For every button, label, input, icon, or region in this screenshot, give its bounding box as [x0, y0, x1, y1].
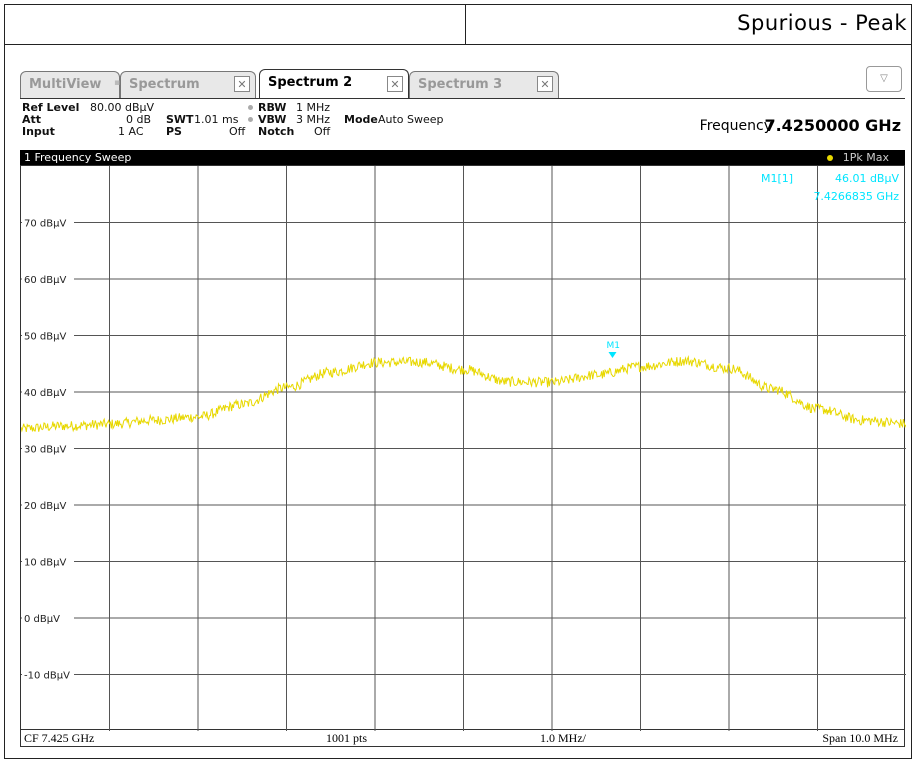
chevron-down-icon: ▽	[880, 73, 888, 84]
y-tick-label: 60 dBµV	[24, 275, 66, 286]
y-tick-label: 40 dBµV	[24, 388, 66, 399]
frequency-value: 7.4250000 GHz	[764, 116, 901, 135]
trace-color-icon	[827, 155, 833, 161]
plot-svg: 70 dBµV 60 dBµV 50 dBµV 40 dBµV 30 dBµV 20 dB…	[21, 166, 906, 731]
marker-readout-level: 46.01 dBµV	[835, 172, 900, 185]
rbw-value: 1 MHz	[296, 101, 331, 114]
page-title: Spurious - Peak	[737, 11, 907, 35]
ps-value: Off	[229, 125, 246, 138]
sweep-points: 1001 pts	[326, 731, 368, 745]
vbw-label: VBW	[258, 113, 287, 126]
per-division: 1.0 MHz/	[540, 731, 586, 745]
trace-indicator: 1Pk Max	[842, 151, 889, 164]
y-tick-label: 70 dBµV	[24, 219, 66, 230]
marker-icon[interactable]	[608, 352, 617, 359]
rbw-label: RBW	[258, 101, 287, 114]
y-tick-label-bg	[22, 498, 74, 511]
mode-value: Auto Sweep	[378, 113, 444, 126]
att-label: Att	[22, 113, 42, 126]
tab-multiview[interactable]: MultiView ▪▪	[20, 71, 126, 98]
tab-spectrum-3-label: Spectrum 3	[418, 77, 503, 92]
close-icon[interactable]: ✕	[387, 76, 403, 92]
y-tick-label-bg	[22, 215, 74, 229]
notch-label: Notch	[258, 125, 295, 138]
tab-spectrum-3[interactable]: Spectrum 3 ✕	[409, 71, 559, 98]
y-tick-label-bg	[22, 554, 74, 568]
tab-baseline	[20, 98, 905, 99]
y-tick-label: 0 dBµV	[24, 614, 60, 625]
center-frequency: CF 7.425 GHz	[24, 731, 95, 745]
rbw-coupled-icon	[248, 105, 253, 110]
tab-spectrum-label: Spectrum	[129, 77, 200, 92]
tab-multiview-label: MultiView	[29, 77, 102, 92]
ref-level-value: 80.00 dBµV	[90, 101, 155, 114]
y-tick-label: 10 dBµV	[24, 558, 66, 569]
swt-label: SWT	[166, 113, 194, 126]
ps-label: PS	[166, 125, 182, 138]
ref-level-label: Ref Level	[22, 101, 80, 114]
y-tick-label: -10 dBµV	[24, 671, 70, 682]
frequency-label: Frequency	[699, 118, 772, 134]
y-tick-label-bg	[22, 328, 74, 342]
marker-readout-frequency: 7.4266835 GHz	[813, 190, 899, 203]
marker-group: M1	[606, 341, 620, 359]
y-tick-label: 50 dBµV	[24, 332, 66, 343]
close-icon[interactable]: ✕	[234, 76, 250, 92]
sweep-title-bar: 1 Frequency Sweep 1Pk Max	[20, 150, 905, 165]
input-label: Input	[22, 125, 55, 138]
input-value: 1 AC	[118, 125, 144, 138]
swt-value: 1.01 ms	[194, 113, 239, 126]
att-value: 0 dB	[126, 113, 152, 126]
vbw-value: 3 MHz	[296, 113, 331, 126]
tab-spectrum-2[interactable]: Spectrum 2 ✕	[259, 69, 409, 98]
report-frame: Spurious - Peak	[4, 4, 912, 759]
grid	[21, 166, 906, 731]
mode-label: Mode	[344, 113, 378, 126]
y-tick-label: 20 dBµV	[24, 501, 66, 512]
dropdown-button[interactable]: ▽	[866, 66, 902, 92]
footer-bar: CF 7.425 GHz 1001 pts 1.0 MHz/ Span 10.0…	[20, 730, 905, 747]
sweep-title: 1 Frequency Sweep	[24, 151, 132, 164]
y-tick-label: 30 dBµV	[24, 445, 66, 456]
marker-tag: M1	[606, 341, 620, 351]
close-icon[interactable]: ✕	[537, 76, 553, 92]
header-left-cell	[5, 5, 466, 45]
tab-spectrum-2-label: Spectrum 2	[268, 75, 353, 90]
spectrum-plot[interactable]: 70 dBµV 60 dBµV 50 dBµV 40 dBµV 30 dBµV 20 dB…	[20, 165, 906, 731]
y-tick-label-bg	[22, 272, 74, 285]
trace-line	[21, 355, 906, 433]
vbw-coupled-icon	[248, 117, 253, 122]
marker-readout-label: M1[1]	[761, 172, 793, 185]
y-axis-ticks: 70 dBµV 60 dBµV 50 dBµV 40 dBµV 30 dBµV 20 dB…	[22, 215, 74, 682]
notch-value: Off	[314, 125, 331, 138]
header-right-cell: Spurious - Peak	[466, 5, 911, 45]
y-tick-label-bg	[22, 385, 74, 398]
tab-spectrum[interactable]: Spectrum ✕	[120, 71, 256, 98]
y-tick-label-bg	[22, 611, 74, 624]
y-tick-label-bg	[22, 667, 74, 681]
span-value: Span 10.0 MHz	[822, 731, 898, 745]
y-tick-label-bg	[22, 441, 74, 455]
